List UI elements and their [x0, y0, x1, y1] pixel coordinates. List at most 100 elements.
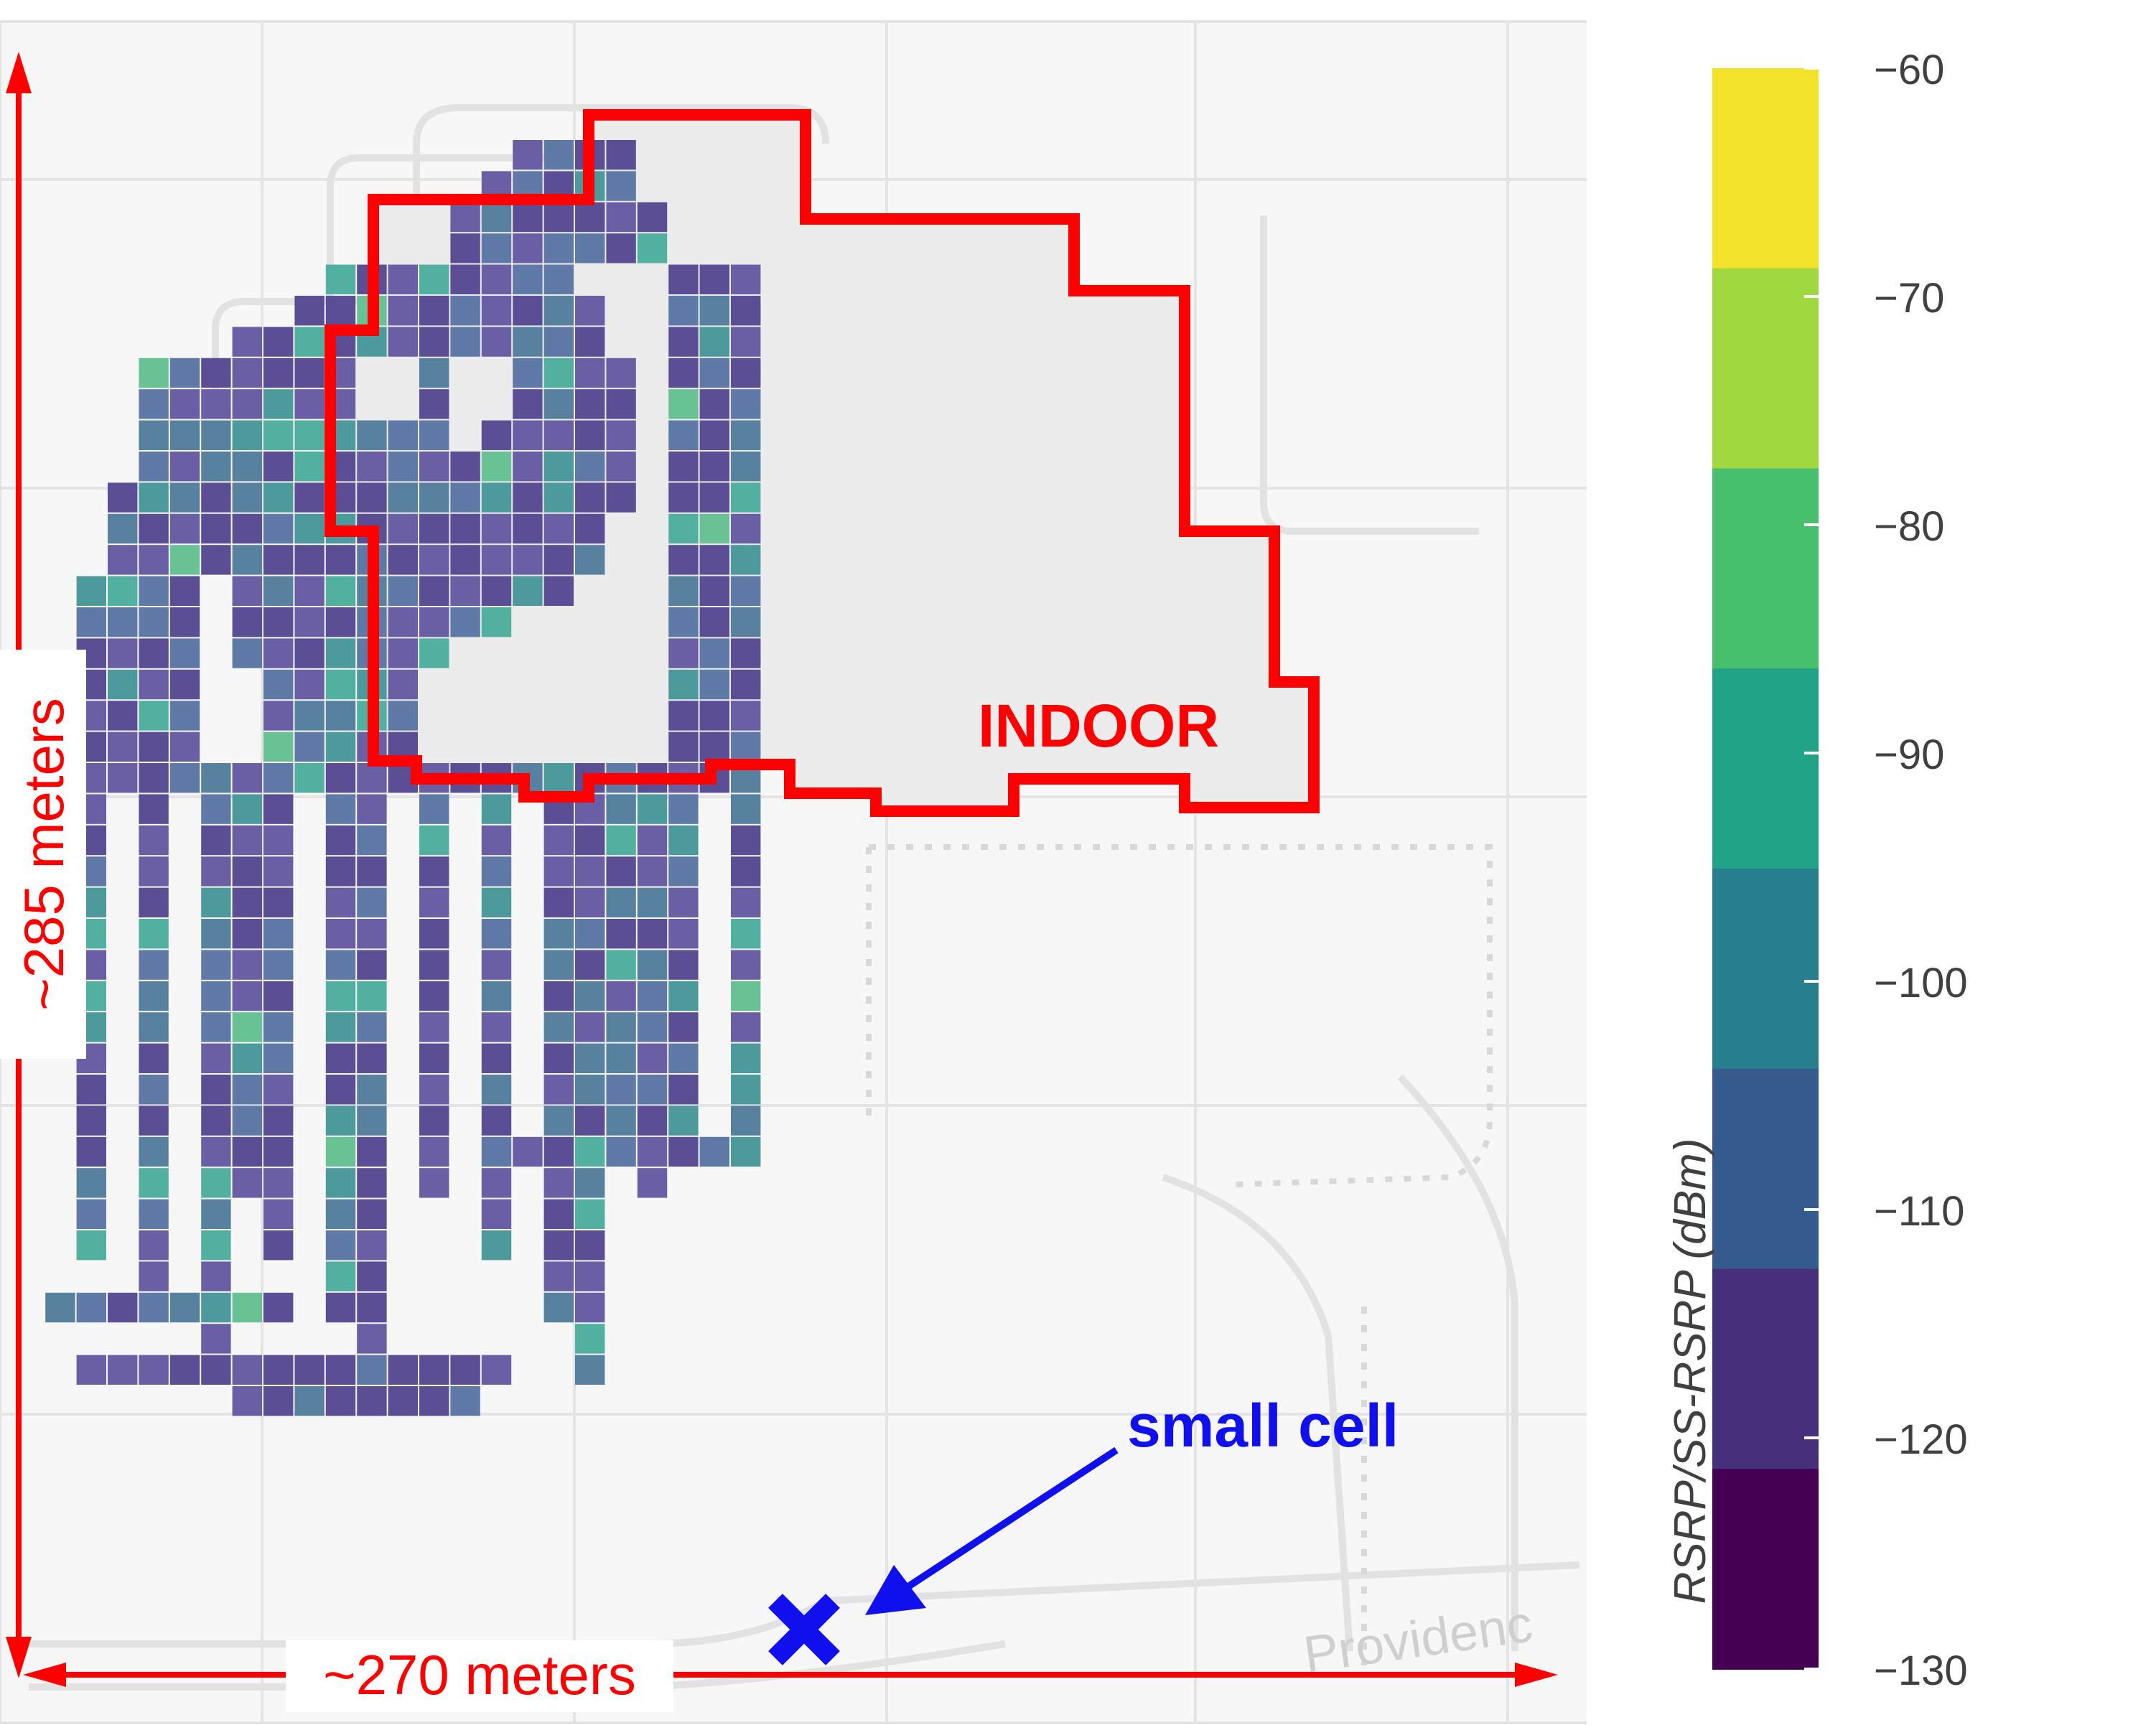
heatmap-cell: [543, 545, 574, 575]
heatmap-cell: [232, 1168, 262, 1198]
heatmap-cell: [263, 638, 294, 668]
heatmap-cell: [668, 264, 699, 294]
heatmap-cell: [668, 638, 699, 668]
heatmap-cell: [731, 669, 761, 700]
heatmap-cell: [357, 887, 387, 917]
heatmap-cell: [232, 794, 262, 824]
heatmap-cell: [357, 1199, 387, 1229]
heatmap-cell: [139, 389, 169, 419]
heatmap-cell: [108, 545, 138, 575]
heatmap-cell: [169, 701, 200, 731]
heatmap-cell: [668, 1043, 699, 1073]
heatmap-cell: [139, 1043, 169, 1073]
heatmap-cell: [76, 607, 106, 637]
heatmap-cell: [606, 357, 636, 388]
heatmap-cell: [325, 1075, 356, 1105]
heatmap-cell: [357, 825, 387, 856]
heatmap-cell: [513, 202, 543, 233]
heatmap-cell: [76, 1136, 106, 1167]
heatmap-cell: [325, 1012, 356, 1042]
heatmap-cell: [699, 545, 729, 575]
heatmap-cell: [108, 763, 138, 793]
width-label-box: [286, 1640, 673, 1712]
heatmap-cell: [481, 825, 512, 856]
heatmap-cell: [294, 482, 325, 513]
heatmap-cell: [606, 171, 636, 201]
heatmap-cell: [201, 452, 231, 482]
heatmap-cell: [232, 452, 262, 482]
heatmap-cell: [232, 1075, 262, 1105]
heatmap-cell: [388, 638, 418, 668]
heatmap-cell: [575, 389, 605, 419]
heatmap-cell: [169, 482, 200, 513]
heatmap-cell: [419, 482, 449, 513]
heatmap-cell: [139, 763, 169, 793]
heatmap-cell: [699, 576, 729, 606]
heatmap-cell: [543, 264, 574, 294]
heatmap-cell: [201, 887, 231, 917]
heatmap-cell: [139, 1075, 169, 1105]
heatmap-cell: [357, 1355, 387, 1385]
heatmap-cell: [263, 1199, 294, 1229]
heatmap-cell: [699, 327, 729, 357]
heatmap-cell: [481, 576, 512, 606]
heatmap-cell: [481, 264, 512, 294]
heatmap-cell: [419, 1355, 449, 1385]
heatmap-cell: [575, 545, 605, 575]
heatmap-cell: [325, 981, 356, 1011]
heatmap-cell: [201, 1012, 231, 1042]
heatmap-cell: [201, 1105, 231, 1136]
heatmap-cell: [731, 638, 761, 668]
heatmap-cell: [575, 1136, 605, 1167]
heatmap-cell: [481, 202, 512, 233]
heatmap-cell: [419, 389, 449, 419]
colorbar-tick-label: −60: [1874, 47, 1944, 93]
heatmap-cell: [419, 576, 449, 606]
heatmap-cell: [294, 638, 325, 668]
colorbar-tick-label: −120: [1874, 1416, 1968, 1463]
heatmap-cell: [201, 1199, 231, 1229]
colorbar-tick-label: −80: [1874, 503, 1944, 550]
heatmap-cell: [731, 701, 761, 731]
heatmap-cell: [637, 794, 668, 824]
heatmap-cell: [668, 950, 699, 980]
heatmap-cell: [76, 1075, 106, 1105]
heatmap-cell: [543, 887, 574, 917]
heatmap-cell: [731, 856, 761, 887]
heatmap-cell: [388, 669, 418, 700]
heatmap-cell: [108, 576, 138, 606]
heatmap-cell: [668, 545, 699, 575]
heatmap-cell: [139, 1136, 169, 1167]
heatmap-cell: [263, 327, 294, 357]
heatmap-cell: [357, 420, 387, 450]
heatmap-cell: [481, 1355, 512, 1385]
heatmap-cell: [731, 919, 761, 949]
heatmap-cell: [543, 233, 574, 263]
colorbar-swatch: [1712, 68, 1819, 269]
heatmap-cell: [481, 545, 512, 575]
heatmap-cell: [668, 887, 699, 917]
heatmap-cell: [731, 1075, 761, 1105]
heatmap-cell: [668, 452, 699, 482]
heatmap-cell: [263, 1355, 294, 1385]
heatmap-cell: [325, 264, 356, 294]
heatmap-cell: [606, 1136, 636, 1167]
heatmap-cell: [543, 452, 574, 482]
heatmap-cell: [232, 887, 262, 917]
heatmap-cell: [108, 701, 138, 731]
heatmap-cell: [201, 919, 231, 949]
small-cell-arrow-head-icon: [865, 1565, 926, 1615]
heatmap-cell: [543, 513, 574, 544]
heatmap-cell: [637, 1105, 668, 1136]
heatmap-cell: [731, 420, 761, 450]
heatmap-cell: [543, 420, 574, 450]
heatmap-cell: [169, 576, 200, 606]
heatmap-cell: [481, 856, 512, 887]
heatmap-cell: [699, 638, 729, 668]
heatmap-cell: [294, 327, 325, 357]
heatmap-cell: [388, 701, 418, 731]
heatmap-cell: [357, 1168, 387, 1198]
heatmap-cell: [419, 1012, 449, 1042]
heatmap-cell: [575, 887, 605, 917]
